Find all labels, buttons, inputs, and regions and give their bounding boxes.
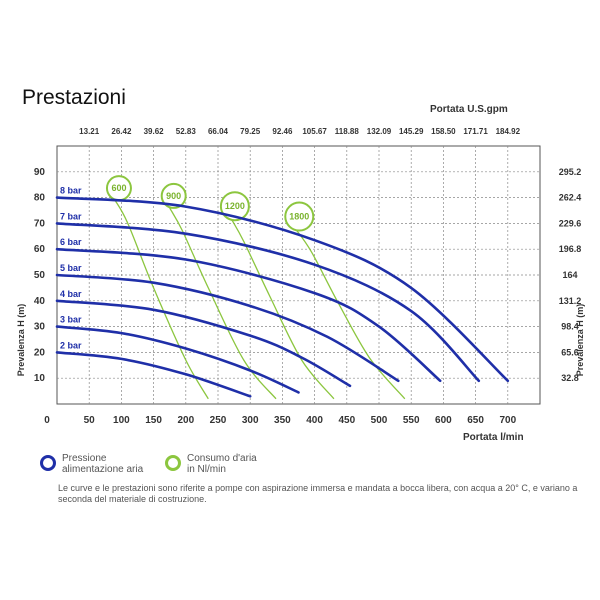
- x2-tick-label: 92.46: [272, 127, 293, 136]
- x2-tick-label: 13.21: [79, 127, 100, 136]
- y-tick-label: 30: [34, 322, 46, 333]
- x2-tick-label: 158.50: [431, 127, 456, 136]
- air-consumption-label: 600: [111, 183, 126, 193]
- y-tick-label: 90: [34, 167, 46, 178]
- y2-tick-label: 164: [562, 270, 577, 280]
- air-consumption-label: 1200: [225, 201, 245, 211]
- y2-tick-label: 98.4: [561, 322, 579, 332]
- pressure-curve: [55, 351, 252, 398]
- footnote: Le curve e le prestazioni sono riferite …: [58, 483, 578, 504]
- x-tick-label: 100: [113, 415, 130, 426]
- x-tick-label: 250: [210, 415, 227, 426]
- x2-tick-label: 105.67: [302, 127, 327, 136]
- legend-pressure: Pressione alimentazione aria: [40, 453, 143, 475]
- pressure-curve-label: 4 bar: [60, 289, 82, 299]
- y2-tick-label: 32.8: [561, 373, 579, 383]
- pressure-curve: [55, 299, 352, 388]
- air-consumption-curve: [114, 199, 209, 400]
- top-axis-title: Portata U.S.gpm: [430, 104, 508, 115]
- x-tick-label: 200: [177, 415, 194, 426]
- x-tick-label: 350: [274, 415, 291, 426]
- x2-tick-label: 26.42: [111, 127, 132, 136]
- x-tick-label: 700: [499, 415, 516, 426]
- pressure-curve-label: 5 bar: [60, 263, 82, 273]
- air-legend-icon: [165, 455, 181, 471]
- pressure-curve-label: 8 bar: [60, 186, 82, 196]
- x2-tick-label: 184.92: [496, 127, 521, 136]
- x-tick-label: 600: [435, 415, 452, 426]
- pressure-legend-icon: [40, 455, 56, 471]
- y-tick-label: 70: [34, 218, 46, 229]
- legend-air: Consumo d'aria in Nl/min: [165, 453, 257, 475]
- x-tick-label: 400: [306, 415, 323, 426]
- y2-tick-label: 295.2: [559, 167, 582, 177]
- air-consumption-badge: [160, 182, 187, 209]
- pressure-curve: [55, 325, 300, 394]
- y-tick-label: 10: [34, 373, 46, 384]
- x-tick-label: 300: [242, 415, 259, 426]
- pressure-curve: [55, 273, 400, 383]
- y-tick-label: 50: [34, 270, 46, 281]
- air-consumption-curve: [169, 207, 277, 400]
- y-tick-label: 80: [34, 193, 46, 204]
- legend-pressure-label: Pressione alimentazione aria: [62, 453, 144, 475]
- x2-tick-label: 39.62: [144, 127, 165, 136]
- y2-tick-label: 65.6: [561, 347, 579, 357]
- x-tick-label: 150: [145, 415, 162, 426]
- bottom-axis-title: Portata l/min: [463, 432, 524, 443]
- y-tick-label: 20: [34, 347, 46, 358]
- chart-title: Prestazioni: [22, 86, 126, 109]
- air-consumption-curve: [230, 217, 335, 400]
- air-consumption-label: 1800: [289, 212, 309, 222]
- x-tick-label: 450: [338, 415, 355, 426]
- pressure-curve: [55, 247, 442, 383]
- x-tick-label: 550: [403, 415, 420, 426]
- y2-tick-label: 196.8: [559, 244, 582, 254]
- y-tick-label: 60: [34, 244, 46, 255]
- air-consumption-badge: [284, 201, 315, 232]
- y2-axis-title: Prevalenza H (m): [575, 304, 585, 377]
- pressure-curve: [55, 222, 481, 383]
- x-tick-label: 500: [371, 415, 388, 426]
- x2-tick-label: 132.09: [367, 127, 392, 136]
- x-tick-label: 0: [44, 415, 50, 426]
- x2-tick-label: 118.88: [335, 127, 360, 136]
- y-tick-label: 40: [34, 296, 46, 307]
- air-consumption-badge: [219, 191, 250, 222]
- y-axis-title: Prevalenza H (m): [16, 304, 26, 377]
- x2-tick-label: 79.25: [240, 127, 261, 136]
- pressure-curve: [55, 196, 510, 383]
- y2-tick-label: 131.2: [559, 296, 582, 306]
- x2-tick-label: 171.71: [463, 127, 488, 136]
- y2-tick-label: 229.6: [559, 218, 582, 228]
- legend-air-label: Consumo d'aria in Nl/min: [187, 453, 257, 475]
- x2-tick-label: 52.83: [176, 127, 197, 136]
- air-consumption-label: 900: [166, 191, 181, 201]
- x-tick-label: 50: [84, 415, 96, 426]
- pressure-curve-label: 2 bar: [60, 340, 82, 350]
- x-tick-label: 650: [467, 415, 484, 426]
- pressure-curve-label: 3 bar: [60, 315, 82, 325]
- pressure-curve-label: 7 bar: [60, 211, 82, 221]
- y2-tick-label: 262.4: [559, 193, 582, 203]
- x2-tick-label: 145.29: [399, 127, 424, 136]
- x2-tick-label: 66.04: [208, 127, 229, 136]
- pressure-curve-label: 6 bar: [60, 237, 82, 247]
